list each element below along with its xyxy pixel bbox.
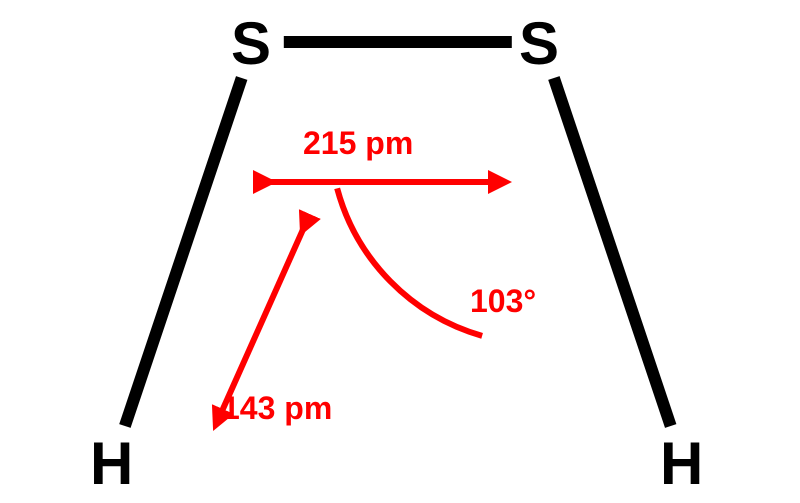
bond	[554, 78, 671, 426]
bond-angle-label: 103°	[470, 283, 536, 320]
bond-length-ss: 215 pm	[303, 125, 413, 162]
atom-h-left: H	[90, 429, 133, 498]
atom-h-right: H	[660, 429, 703, 498]
atom-s-right: S	[519, 9, 559, 78]
bond	[125, 78, 242, 426]
atom-s-left: S	[231, 9, 271, 78]
bond-length-sh: 143 pm	[222, 390, 332, 427]
angle-arc	[337, 188, 482, 336]
